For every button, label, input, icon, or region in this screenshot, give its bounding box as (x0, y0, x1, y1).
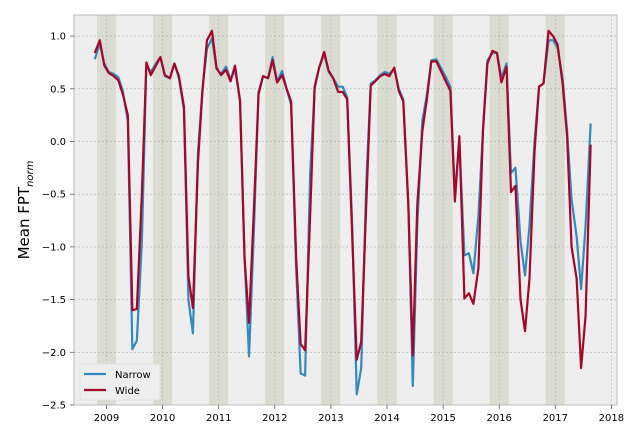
x-axis-ticks: 2009 2010 2011 2012 2013 2014 2015 2016 2017 2018 (94, 405, 624, 424)
y-tick-label-6: 0.5 (50, 84, 66, 95)
series-line-wide (93, 29, 592, 370)
x-tick-label-3: 2012 (262, 413, 287, 424)
x-tick-label-7: 2016 (486, 413, 511, 424)
shaded-interval-6 (433, 15, 453, 405)
plot-frame (73, 14, 618, 406)
legend-label-wide: Wide (115, 386, 140, 397)
y-tick-label-3: −1.0 (42, 242, 66, 253)
x-tick-label-4: 2013 (318, 413, 343, 424)
y-tick-label-4: −0.5 (42, 190, 66, 201)
x-tick-label-5: 2014 (374, 413, 399, 424)
legend-label-narrow: Narrow (115, 370, 151, 381)
x-tick-label-8: 2017 (543, 413, 568, 424)
shaded-interval-3 (265, 15, 285, 405)
y-axis-label-sub: norm (25, 160, 36, 187)
shaded-intervals (96, 15, 565, 405)
shaded-interval-1 (153, 15, 173, 405)
y-tick-label-1: −2.0 (42, 348, 66, 359)
x-tick-label-0: 2009 (94, 413, 119, 424)
shaded-interval-7 (489, 15, 509, 405)
legend: Narrow Wide (79, 363, 161, 401)
y-axis-label-main: Mean FPT (15, 186, 33, 259)
shaded-interval-4 (321, 15, 341, 405)
y-axis-label: Mean FPTnorm (15, 160, 36, 259)
x-tick-label-6: 2015 (430, 413, 455, 424)
y-tick-label-0: −2.5 (42, 401, 66, 412)
y-axis-ticks: −2.5 −2.0 −1.5 −1.0 −0.5 0.0 0.5 1.0 (42, 32, 74, 412)
shaded-interval-0 (96, 15, 117, 405)
x-tick-label-2: 2011 (206, 413, 231, 424)
y-tick-label-2: −1.5 (42, 295, 66, 306)
y-tick-label-5: 0.0 (50, 137, 66, 148)
shaded-interval-5 (377, 15, 397, 405)
series-lines (93, 29, 592, 396)
y-tick-label-7: 1.0 (50, 32, 66, 43)
x-tick-label-1: 2010 (150, 413, 175, 424)
shaded-interval-2 (209, 15, 229, 405)
shaded-interval-8 (545, 15, 565, 405)
x-tick-label-9: 2018 (599, 413, 624, 424)
